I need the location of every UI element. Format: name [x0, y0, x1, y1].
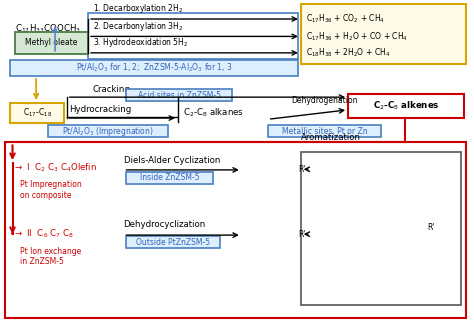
FancyBboxPatch shape	[126, 172, 213, 184]
Text: R': R'	[427, 223, 434, 232]
FancyBboxPatch shape	[10, 60, 299, 76]
FancyBboxPatch shape	[126, 236, 220, 248]
Text: Acid sites in ZnZSM-5: Acid sites in ZnZSM-5	[137, 91, 220, 100]
Text: C$_{17}$H$_{36}$ + CO$_2$ + CH$_4$: C$_{17}$H$_{36}$ + CO$_2$ + CH$_4$	[306, 13, 384, 25]
Text: Hydrocracking: Hydrocracking	[69, 105, 131, 114]
Text: Pt/Al$_2$O$_3$ for 1, 2;  ZnZSM-5-Al$_2$O$_3$ for 1, 3: Pt/Al$_2$O$_3$ for 1, 2; ZnZSM-5-Al$_2$O…	[76, 62, 233, 74]
Text: 1. Decarboxylation 2H$_2$: 1. Decarboxylation 2H$_2$	[93, 2, 183, 15]
Text: 2. Decarbonylation 3H$_2$: 2. Decarbonylation 3H$_2$	[93, 20, 183, 32]
FancyBboxPatch shape	[348, 94, 464, 118]
Text: Methyl oleate: Methyl oleate	[25, 38, 78, 47]
FancyBboxPatch shape	[268, 125, 381, 137]
Text: Outside PtZnZSM-5: Outside PtZnZSM-5	[136, 238, 210, 247]
FancyBboxPatch shape	[5, 142, 466, 318]
FancyBboxPatch shape	[10, 103, 64, 124]
FancyBboxPatch shape	[48, 125, 168, 137]
FancyBboxPatch shape	[301, 4, 466, 64]
Text: C$_2$-C$_8$ alkenes: C$_2$-C$_8$ alkenes	[373, 100, 439, 112]
Text: C$_{17}$H$_{33}$COOCH$_3$: C$_{17}$H$_{33}$COOCH$_3$	[15, 22, 81, 35]
Text: Inside ZnZSM-5: Inside ZnZSM-5	[140, 173, 200, 182]
Text: $\rightarrow$ I  C$_2$ C$_3$ C$_4$Olefin: $\rightarrow$ I C$_2$ C$_3$ C$_4$Olefin	[12, 162, 97, 174]
Text: Pt Impregnation
on composite: Pt Impregnation on composite	[19, 180, 82, 200]
Text: C$_{17}$H$_{36}$ + H$_2$O + CO + CH$_4$: C$_{17}$H$_{36}$ + H$_2$O + CO + CH$_4$	[306, 30, 408, 43]
Text: $\rightarrow$ II  C$_6$ C$_7$ C$_8$: $\rightarrow$ II C$_6$ C$_7$ C$_8$	[12, 228, 74, 240]
Text: 3. Hydrodeoxidation 5H$_2$: 3. Hydrodeoxidation 5H$_2$	[93, 36, 188, 49]
Text: C$_{17}$-C$_{18}$: C$_{17}$-C$_{18}$	[23, 107, 52, 119]
Text: Aromatization: Aromatization	[301, 133, 361, 142]
FancyBboxPatch shape	[126, 89, 232, 101]
FancyBboxPatch shape	[88, 13, 299, 58]
Text: Dehydrogenation: Dehydrogenation	[292, 97, 358, 105]
Text: R': R'	[298, 165, 305, 174]
FancyBboxPatch shape	[15, 32, 88, 54]
Text: C$_2$-C$_8$ alkanes: C$_2$-C$_8$ alkanes	[182, 106, 244, 119]
Text: Pt/Al$_2$O$_3$ (Impregnation): Pt/Al$_2$O$_3$ (Impregnation)	[63, 124, 154, 137]
Text: Dehydrocyclization: Dehydrocyclization	[124, 220, 206, 229]
Text: Diels-Alder Cyclization: Diels-Alder Cyclization	[124, 156, 220, 164]
Text: Metallic sites, Pt or Zn: Metallic sites, Pt or Zn	[282, 126, 367, 136]
Text: R': R'	[298, 230, 305, 239]
Text: Pt Ion exchange
in ZnZSM-5: Pt Ion exchange in ZnZSM-5	[19, 247, 81, 266]
FancyBboxPatch shape	[301, 152, 462, 305]
Text: C$_{18}$H$_{38}$ + 2H$_2$O + CH$_4$: C$_{18}$H$_{38}$ + 2H$_2$O + CH$_4$	[306, 46, 390, 59]
Text: Cracking: Cracking	[93, 85, 131, 94]
